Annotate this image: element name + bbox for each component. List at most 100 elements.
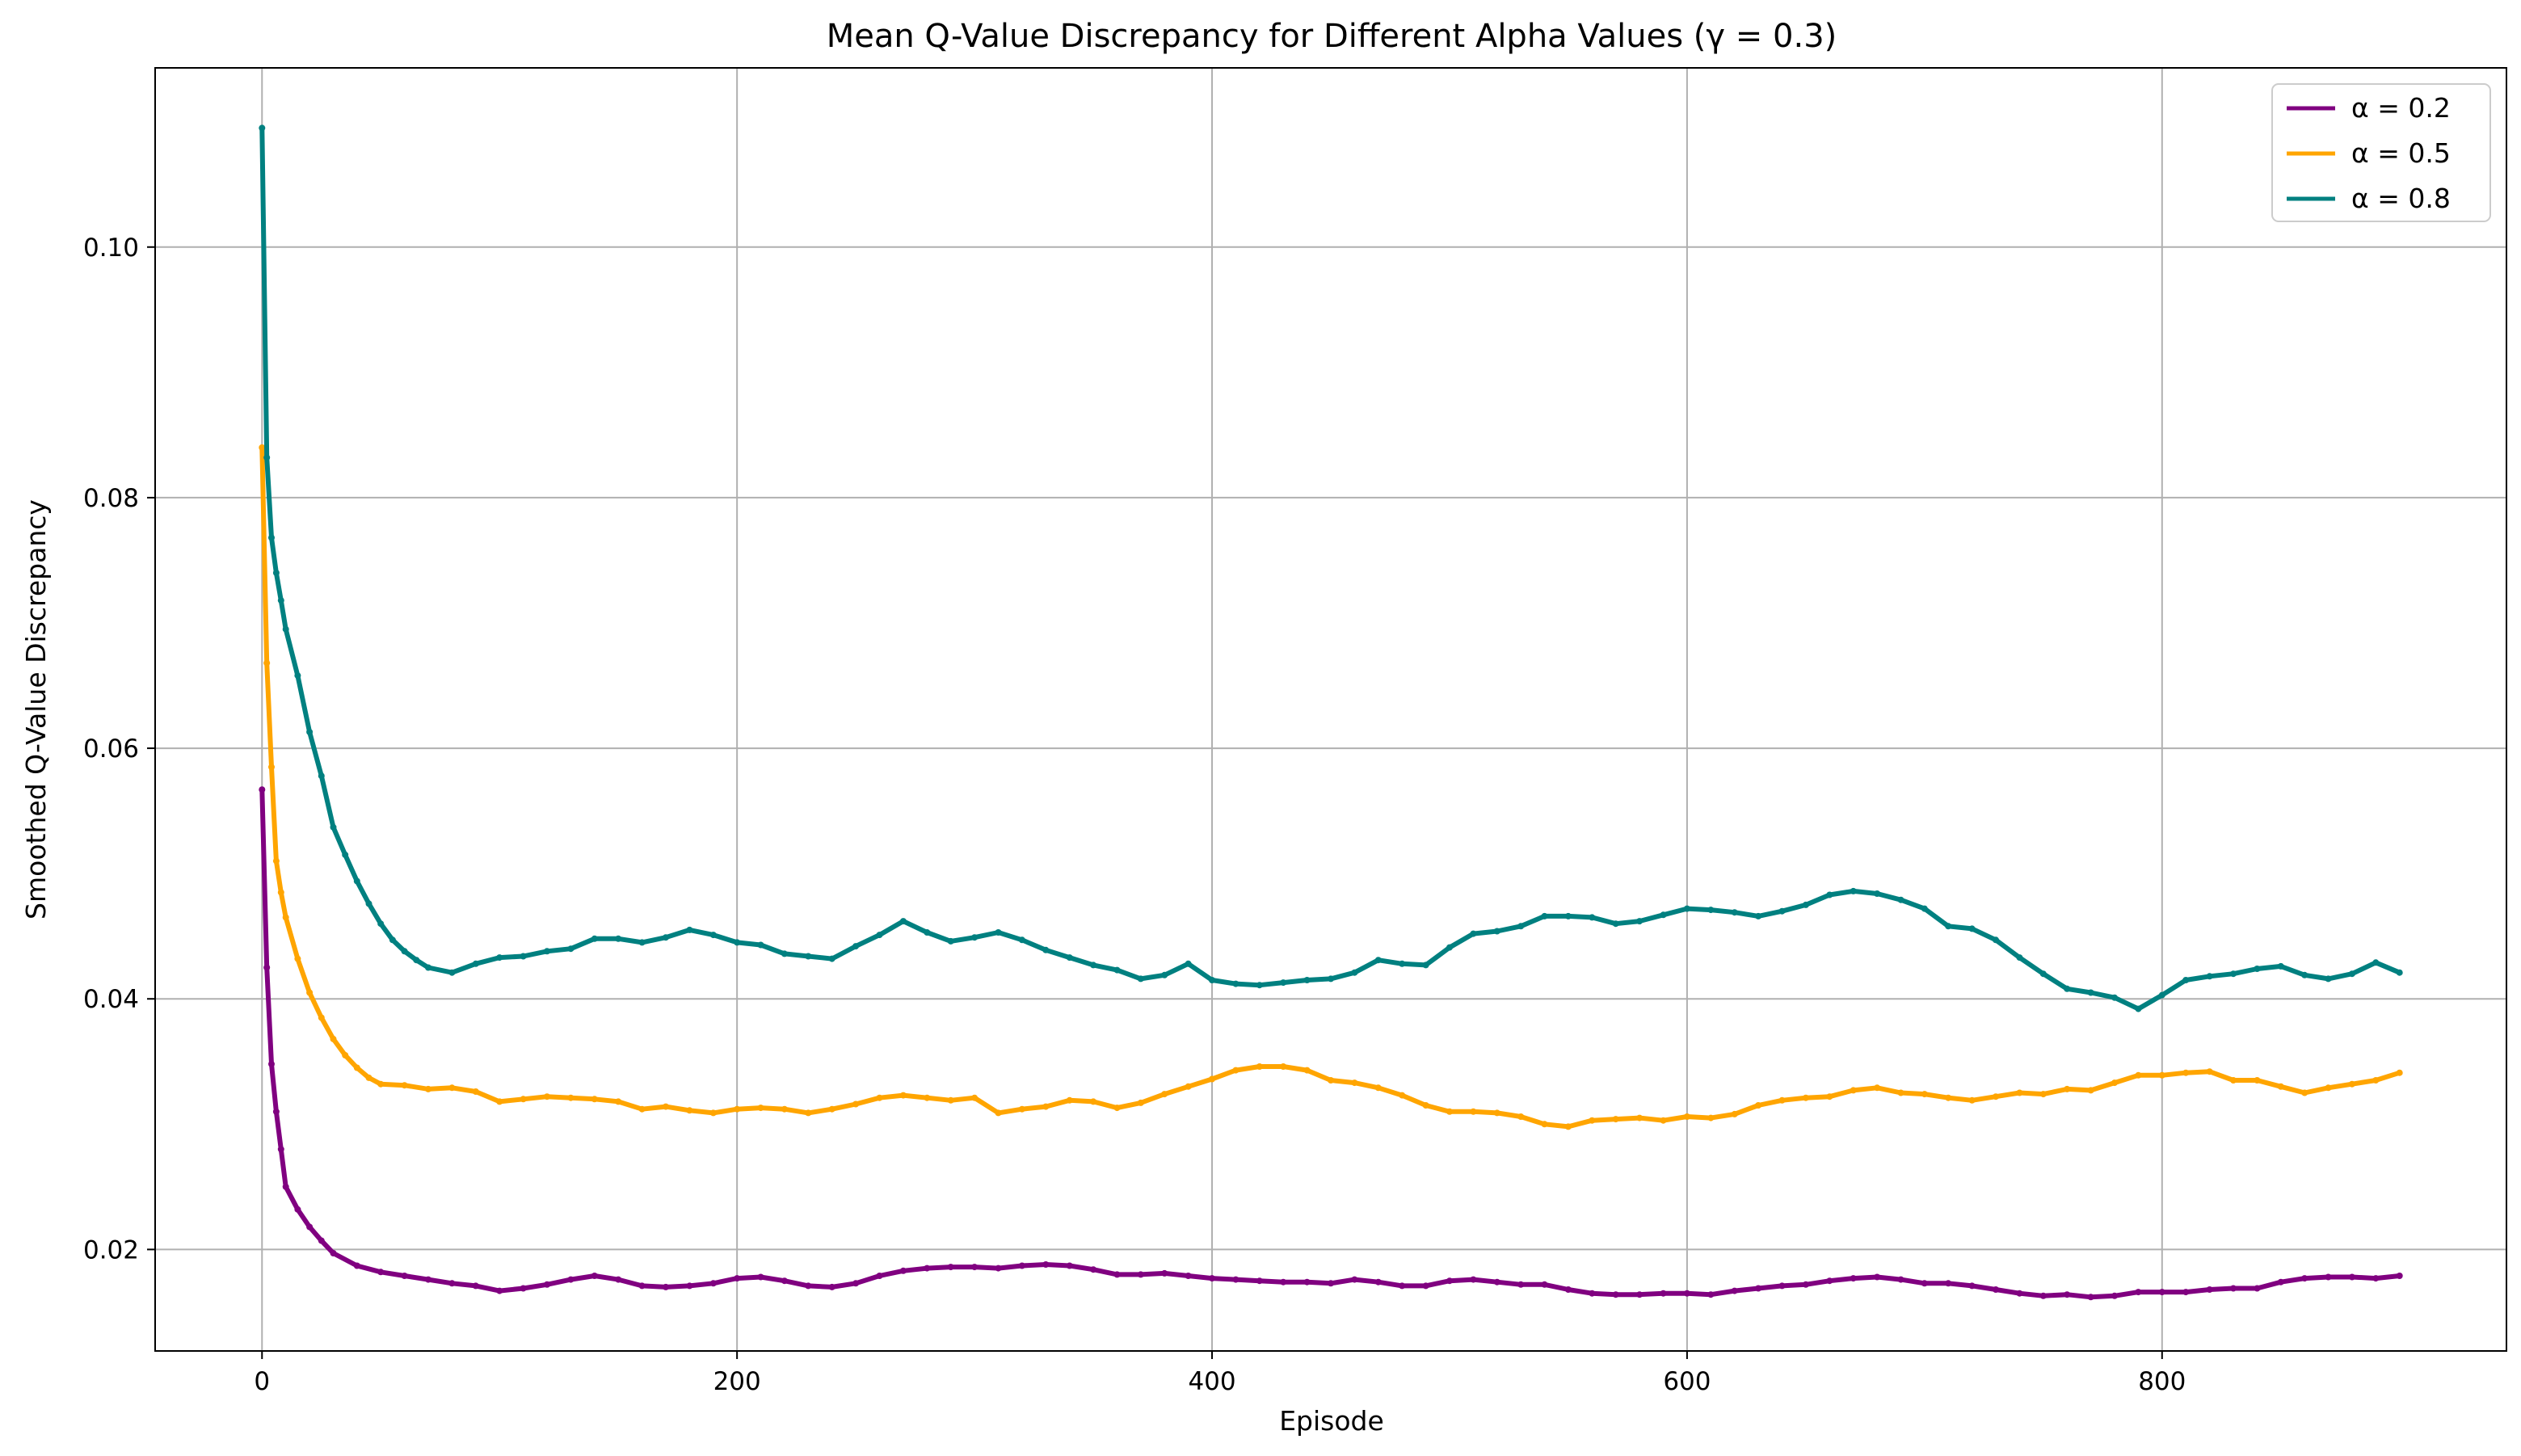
data-point xyxy=(899,1092,907,1099)
data-point xyxy=(686,926,693,933)
data-point xyxy=(805,953,812,960)
data-point xyxy=(330,1035,337,1042)
data-point xyxy=(876,932,883,939)
data-point xyxy=(2064,985,2071,992)
data-point xyxy=(638,1282,646,1290)
data-point xyxy=(899,918,907,925)
data-point xyxy=(2016,954,2023,962)
data-point xyxy=(2348,1273,2355,1281)
data-point xyxy=(876,1273,883,1279)
data-point xyxy=(1137,975,1144,983)
data-point xyxy=(1589,914,1596,921)
data-point xyxy=(1280,979,1287,987)
y-tick-label: 0.02 xyxy=(83,1235,139,1265)
data-point xyxy=(448,1280,456,1287)
data-point xyxy=(1303,977,1311,983)
data-point xyxy=(2158,1071,2165,1079)
data-point xyxy=(294,1206,301,1213)
data-point xyxy=(757,1105,764,1112)
data-point xyxy=(757,941,764,949)
data-point xyxy=(1612,1291,1619,1298)
data-point xyxy=(2372,959,2380,966)
data-point xyxy=(1018,1262,1025,1269)
data-point xyxy=(852,943,860,950)
data-point xyxy=(1280,1278,1287,1286)
x-axis-label: Episode xyxy=(1279,1405,1384,1437)
data-point xyxy=(734,1105,741,1113)
data-point xyxy=(377,920,385,928)
data-point xyxy=(1185,1273,1192,1279)
data-point xyxy=(1541,1281,1548,1288)
data-point xyxy=(1351,1276,1358,1283)
data-point xyxy=(2325,1084,2332,1092)
data-point xyxy=(306,1223,314,1231)
data-point xyxy=(852,1280,860,1287)
data-point xyxy=(1351,969,1358,976)
data-point xyxy=(2396,1273,2403,1279)
data-point xyxy=(1446,1108,1453,1115)
data-point xyxy=(924,929,931,936)
data-point xyxy=(2111,1079,2118,1087)
legend-items: α = 0.2 α = 0.5 α = 0.8 xyxy=(2287,92,2451,214)
data-point xyxy=(2206,1068,2213,1075)
gridlines xyxy=(155,68,2506,1351)
chart-title: Mean Q-Value Discrepancy for Different A… xyxy=(827,18,1837,55)
data-point xyxy=(1328,1077,1334,1084)
data-point xyxy=(995,1265,1002,1272)
y-tick-label: 0.10 xyxy=(83,234,139,263)
data-point xyxy=(306,728,314,735)
data-point xyxy=(1090,1098,1097,1105)
data-point xyxy=(342,851,349,858)
data-point xyxy=(496,954,503,962)
data-point xyxy=(899,1267,907,1274)
data-point xyxy=(1993,1286,1999,1293)
data-point xyxy=(544,1093,550,1100)
data-point xyxy=(2064,1085,2071,1092)
data-point xyxy=(318,1237,325,1244)
data-point xyxy=(1968,1282,1976,1290)
data-point xyxy=(1683,905,1690,912)
data-point xyxy=(401,948,408,955)
data-point xyxy=(282,914,289,921)
data-point xyxy=(1113,966,1121,974)
data-point xyxy=(1209,1075,1215,1083)
data-point xyxy=(2372,1275,2380,1282)
data-point xyxy=(1137,1271,1144,1278)
data-point xyxy=(2348,1080,2355,1088)
data-point xyxy=(1850,887,1857,894)
data-point xyxy=(1897,1276,1904,1283)
data-point xyxy=(947,937,954,945)
data-point xyxy=(1446,944,1453,951)
data-point xyxy=(2135,1005,2142,1012)
data-point xyxy=(567,945,574,953)
data-point xyxy=(1042,1103,1050,1110)
data-point xyxy=(1042,946,1050,953)
data-point xyxy=(1303,1067,1311,1074)
data-point xyxy=(1612,1116,1619,1123)
data-point xyxy=(1517,1281,1525,1288)
data-point xyxy=(1802,1094,1809,1101)
y-tick-label: 0.06 xyxy=(83,734,139,764)
data-point xyxy=(1589,1117,1596,1124)
data-point xyxy=(2111,1292,2118,1299)
data-point xyxy=(282,1183,289,1190)
y-tick-label: 0.04 xyxy=(83,985,139,1014)
data-point xyxy=(1755,912,1762,919)
data-point xyxy=(1161,1269,1168,1277)
data-point xyxy=(686,1282,693,1290)
data-point xyxy=(2087,1294,2094,1301)
data-point xyxy=(1185,1083,1192,1090)
data-point xyxy=(496,1287,503,1294)
data-point xyxy=(1707,1114,1715,1121)
data-point xyxy=(947,1264,954,1271)
data-point xyxy=(828,1105,835,1113)
data-point xyxy=(1564,1286,1572,1293)
data-point xyxy=(2182,1289,2190,1296)
data-point xyxy=(2206,973,2213,980)
data-point xyxy=(2396,1069,2403,1076)
data-point xyxy=(1826,1277,1833,1285)
data-point xyxy=(1993,936,1999,944)
data-point xyxy=(638,939,646,946)
data-point xyxy=(294,955,301,962)
